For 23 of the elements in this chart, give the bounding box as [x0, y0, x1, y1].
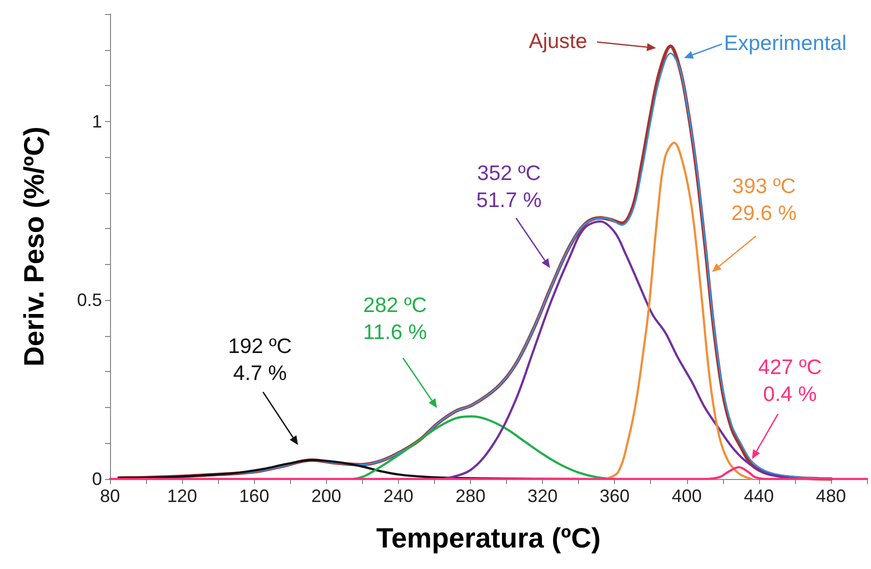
x-axis-title: Temperatura (ºC) [376, 522, 601, 554]
y-tick-label: 0 [92, 469, 102, 489]
text: 352 ºC 51.7 % [476, 162, 542, 212]
series-label: 393 ºC 29.6 % [731, 175, 797, 225]
y-tick-label: 0.5 [76, 290, 102, 310]
x-tick-label: 160 [239, 486, 270, 506]
x-tick-label: 480 [816, 486, 846, 506]
text: 192 ºC 4.7 % [228, 335, 292, 385]
x-tick-label: 360 [600, 486, 630, 506]
x-tick-label: 320 [528, 486, 558, 506]
text: 427 ºC 0.4 % [758, 356, 822, 406]
text: Ajuste [528, 30, 588, 53]
x-tick-label: 80 [100, 486, 120, 506]
x-tick-label: 440 [744, 486, 774, 506]
y-tick-label: 1 [92, 111, 102, 132]
x-tick-label: 120 [167, 486, 198, 506]
legend-label: Experimental [724, 32, 847, 55]
x-tick-label: 280 [455, 486, 486, 506]
y-axis-title: Deriv. Peso (%/ºC) [18, 126, 50, 366]
text: 282 ºC 11.6 % [363, 294, 427, 344]
x-tick-label: 200 [311, 486, 342, 506]
x-tick-label: 400 [672, 486, 702, 506]
x-tick-label: 240 [383, 486, 414, 506]
